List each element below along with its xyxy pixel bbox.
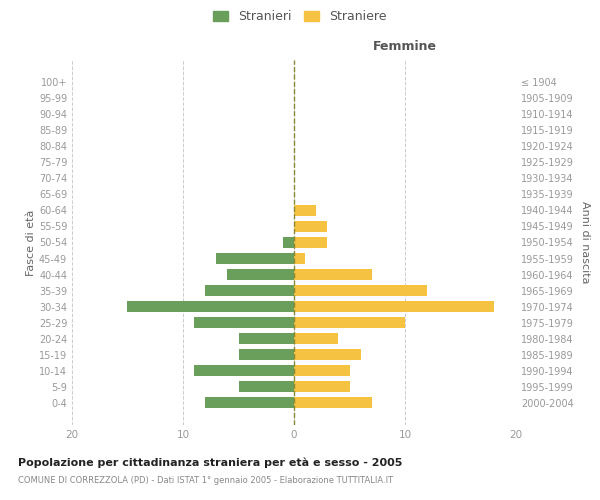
Bar [294,365,349,376]
Bar [127,301,294,312]
Bar [294,236,328,248]
Bar [283,236,294,248]
Bar [294,397,372,408]
Bar [216,252,294,264]
Text: COMUNE DI CORREZZOLA (PD) - Dati ISTAT 1° gennaio 2005 - Elaborazione TUTTITALIA: COMUNE DI CORREZZOLA (PD) - Dati ISTAT 1… [18,476,393,485]
Text: Popolazione per cittadinanza straniera per età e sesso - 2005: Popolazione per cittadinanza straniera p… [18,458,403,468]
Bar [294,252,305,264]
Bar [294,381,349,392]
Bar [239,381,294,392]
Bar [194,365,294,376]
Bar [194,317,294,328]
Legend: Stranieri, Straniere: Stranieri, Straniere [209,6,391,26]
Bar [294,204,316,216]
Bar [227,269,294,280]
Bar [294,349,361,360]
Bar [294,269,372,280]
Text: Femmine: Femmine [373,40,437,52]
Bar [294,301,494,312]
Bar [294,285,427,296]
Y-axis label: Fasce di età: Fasce di età [26,210,36,276]
Bar [294,333,338,344]
Bar [294,317,405,328]
Bar [205,397,294,408]
Bar [239,333,294,344]
Bar [205,285,294,296]
Bar [294,220,328,232]
Y-axis label: Anni di nascita: Anni di nascita [580,201,590,284]
Bar [239,349,294,360]
